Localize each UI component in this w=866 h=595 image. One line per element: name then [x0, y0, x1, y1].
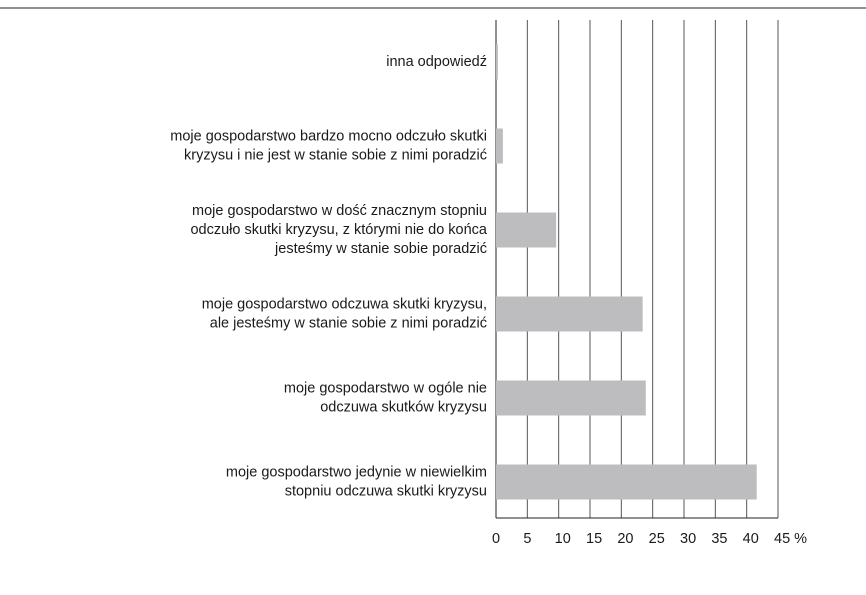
category-label: moje gospodarstwo odczuwa skutki kryzysu… — [202, 296, 487, 312]
bar — [496, 464, 757, 500]
category-label: odczuwa skutków kryzysu — [320, 399, 487, 415]
bar — [496, 212, 557, 248]
category-label: jesteśmy w stanie sobie poradzić — [274, 241, 487, 257]
category-label: moje gospodarstwo jedynie w niewielkim — [226, 464, 487, 480]
category-label: moje gospodarstwo w dość znacznym stopni… — [192, 203, 487, 219]
x-tick-label: 20 — [617, 531, 633, 547]
bar — [496, 44, 498, 80]
x-tick-label: 5 — [523, 531, 531, 547]
x-tick-label: 10 — [555, 531, 571, 547]
category-label: moje gospodarstwo w ogóle nie — [284, 380, 487, 396]
category-label: moje gospodarstwo bardzo mocno odczuło s… — [170, 128, 487, 144]
x-tick-label: 15 — [586, 531, 602, 547]
category-label: odczuło skutki kryzysu, z którymi nie do… — [190, 222, 487, 238]
x-tick-label: 40 — [743, 531, 759, 547]
x-tick-label: 30 — [680, 531, 696, 547]
bar — [496, 380, 646, 416]
category-label: kryzysu i nie jest w stanie sobie z nimi… — [184, 147, 487, 163]
x-tick-label: 35 — [711, 531, 727, 547]
x-tick-label: 45 % — [774, 531, 807, 547]
category-label: inna odpowiedź — [386, 54, 487, 70]
x-tick-label: 25 — [649, 531, 665, 547]
bar — [496, 128, 503, 164]
bar — [496, 296, 643, 332]
category-label: stopniu odczuwa skutki kryzysu — [285, 483, 487, 499]
x-tick-label: 0 — [492, 531, 500, 547]
category-label: ale jesteśmy w stanie sobie z nimi porad… — [210, 315, 487, 331]
